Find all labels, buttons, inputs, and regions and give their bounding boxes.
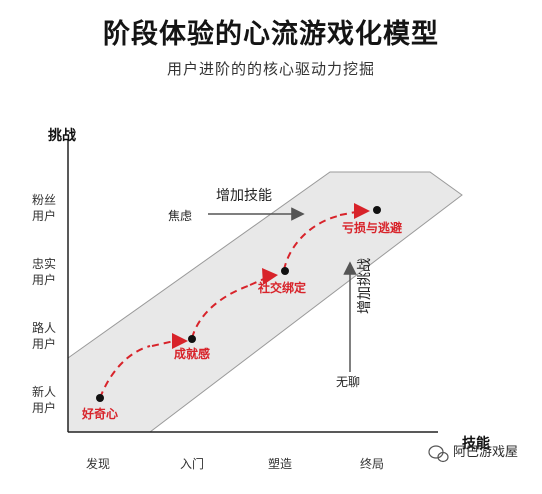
y-axis-title: 挑战 <box>48 127 76 144</box>
increase-skill-label: 增加技能 <box>216 188 272 204</box>
watermark: 阿巴游戏屋 <box>428 445 518 463</box>
boredom-zone-label: 无聊 <box>336 375 360 389</box>
stage-dot-achievement <box>188 335 196 343</box>
y-label-passerby: 路人 用户 <box>32 320 60 351</box>
y-label-fan: 粉丝 用户 <box>32 193 60 223</box>
watermark-text: 阿巴游戏屋 <box>453 445 518 460</box>
stage-label-achievement: 成就感 <box>174 346 210 361</box>
stage-dot-social <box>281 267 289 275</box>
x-label-endgame: 终局 <box>360 456 384 471</box>
anxiety-zone-label: 焦虑 <box>168 209 192 223</box>
progression-path <box>99 215 339 399</box>
wechat-icon <box>428 445 449 463</box>
x-label-entry: 入门 <box>180 456 204 471</box>
x-label-shape: 塑造 <box>268 456 292 471</box>
stage-label-social: 社交绑定 <box>257 280 306 295</box>
y-label-loyal: 忠实 用户 <box>32 256 60 287</box>
stage-dot-curiosity <box>96 394 104 402</box>
page-subtitle: 用户进阶的的核心驱动力挖掘 <box>166 60 375 78</box>
stage-label-curiosity: 好奇心 <box>81 406 118 421</box>
x-label-discover: 发现 <box>86 456 110 471</box>
stage-label-loss: 亏损与逃避 <box>342 220 402 235</box>
flow-channel <box>67 171 463 433</box>
x-axis-title: 技能 <box>462 435 490 452</box>
stage-dot-loss <box>373 206 381 214</box>
y-label-newcomer: 新人 用户 <box>32 384 60 415</box>
page-title: 阶段体验的心流游戏化模型 <box>103 19 439 50</box>
progression-arrowhead-2 <box>262 268 278 285</box>
increase-challenge-label: 增加挑战 <box>357 258 373 314</box>
progression-arrowhead-3 <box>354 203 370 219</box>
progression-arrowhead-1 <box>172 333 188 349</box>
